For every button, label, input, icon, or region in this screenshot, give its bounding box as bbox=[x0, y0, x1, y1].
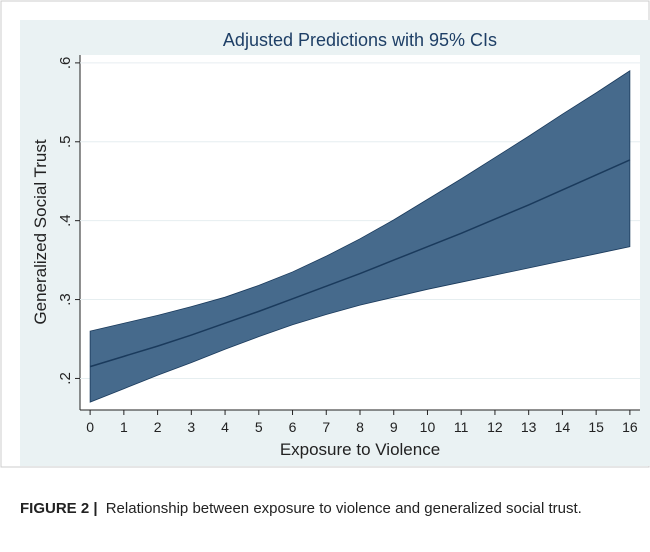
y-tick-label: .4 bbox=[57, 214, 74, 227]
y-tick-label: .3 bbox=[57, 293, 74, 306]
caption-text: Relationship between exposure to violenc… bbox=[105, 500, 582, 517]
caption: FIGURE 2 | Relationship between exposure… bbox=[20, 498, 640, 520]
x-tick-label: 2 bbox=[154, 419, 162, 435]
x-tick-label: 12 bbox=[487, 419, 503, 435]
x-tick-label: 3 bbox=[187, 419, 195, 435]
x-tick-label: 4 bbox=[221, 419, 229, 435]
chart-title: Adjusted Predictions with 95% CIs bbox=[223, 30, 497, 50]
y-axis-label: Generalized Social Trust bbox=[31, 139, 50, 324]
caption-label: FIGURE 2 | bbox=[20, 500, 98, 517]
ci-band bbox=[89, 70, 631, 403]
x-tick-label: 5 bbox=[255, 419, 263, 435]
x-tick-label: 11 bbox=[454, 419, 469, 435]
chart: Adjusted Predictions with 95% CIs Exposu… bbox=[0, 0, 650, 468]
x-tick-label: 8 bbox=[356, 419, 364, 435]
x-tick-label: 10 bbox=[420, 419, 436, 435]
x-tick-label: 0 bbox=[86, 419, 94, 435]
x-tick-label: 7 bbox=[322, 419, 330, 435]
x-tick-label: 14 bbox=[555, 419, 571, 435]
y-tick-label: .5 bbox=[57, 136, 74, 149]
x-tick-label: 1 bbox=[120, 419, 128, 435]
predicted-line bbox=[89, 159, 631, 368]
x-tick-label: 13 bbox=[521, 419, 537, 435]
x-tick-label: 15 bbox=[588, 419, 604, 435]
x-axis-label: Exposure to Violence bbox=[280, 440, 440, 459]
x-tick-label: 16 bbox=[622, 419, 638, 435]
x-tick-label: 9 bbox=[390, 419, 398, 435]
y-tick-label: .2 bbox=[57, 372, 74, 385]
y-tick-label: .6 bbox=[57, 57, 74, 70]
x-tick-label: 6 bbox=[289, 419, 297, 435]
